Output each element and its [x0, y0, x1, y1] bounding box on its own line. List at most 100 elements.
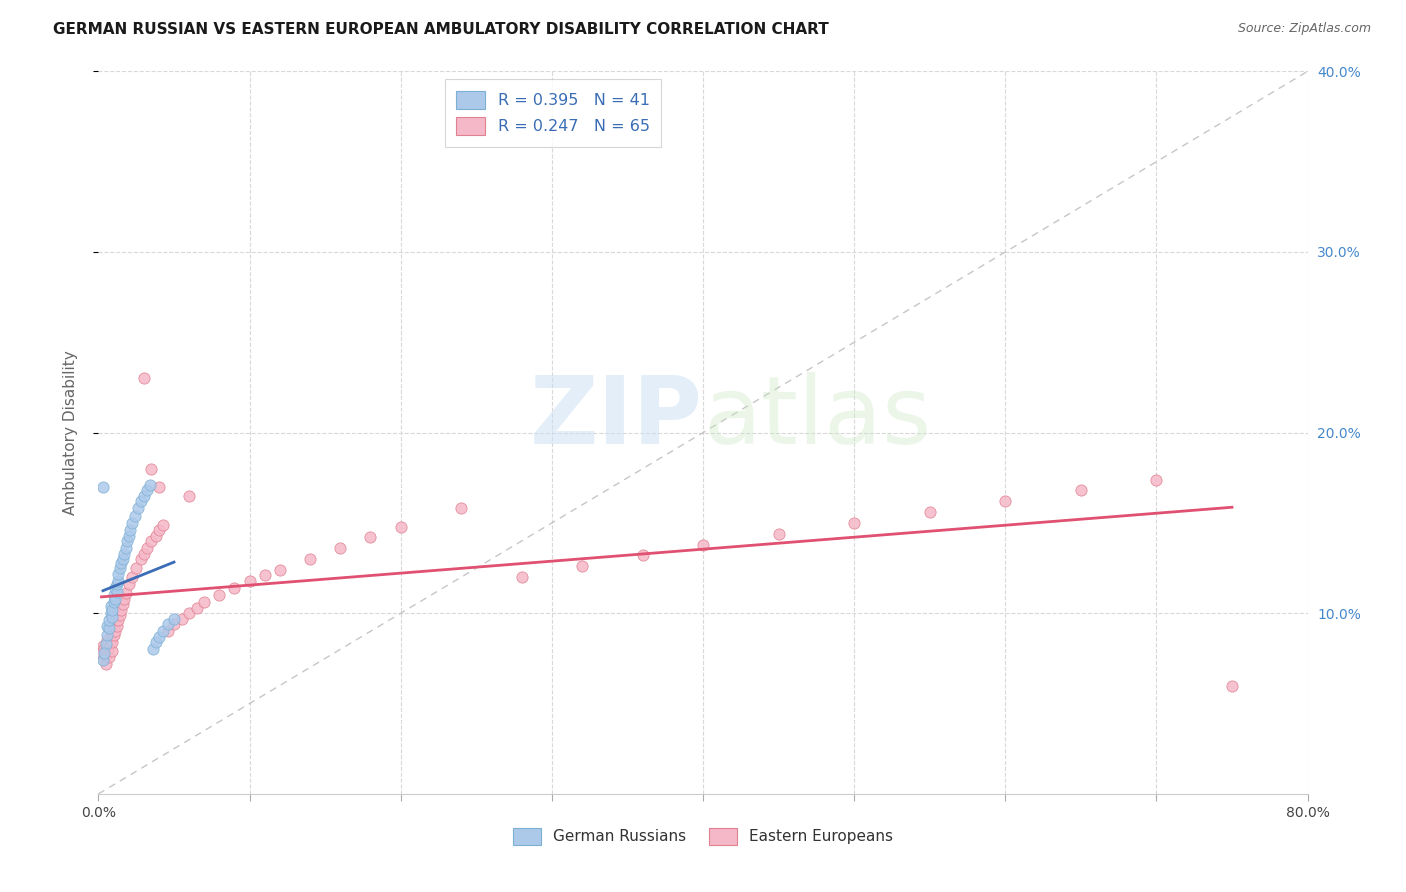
- Text: atlas: atlas: [703, 372, 931, 464]
- Point: [100, 599, 122, 613]
- Point: [125, 561, 148, 575]
- Point: [108, 561, 131, 575]
- Point: [101, 644, 124, 658]
- Point: [844, 516, 866, 530]
- Point: [96, 628, 118, 642]
- Point: [94, 648, 117, 662]
- Point: [163, 612, 186, 626]
- Point: [98, 640, 121, 655]
- Point: [141, 533, 163, 548]
- Point: [132, 371, 155, 385]
- Point: [156, 617, 179, 632]
- Point: [103, 619, 125, 633]
- Point: [132, 547, 155, 561]
- Point: [93, 646, 115, 660]
- Point: [114, 541, 136, 556]
- Point: [103, 595, 125, 609]
- Point: [96, 642, 118, 657]
- Point: [141, 462, 163, 476]
- Point: [110, 602, 132, 616]
- Point: [571, 559, 593, 574]
- Point: [994, 494, 1017, 508]
- Point: [98, 614, 121, 628]
- Point: [1070, 483, 1092, 498]
- Point: [918, 505, 941, 519]
- Point: [389, 519, 412, 533]
- Point: [139, 478, 162, 492]
- Point: [103, 588, 125, 602]
- Point: [101, 635, 124, 649]
- Point: [224, 581, 246, 595]
- Point: [94, 657, 117, 671]
- Point: [145, 528, 167, 542]
- Point: [105, 584, 128, 599]
- Point: [90, 646, 112, 660]
- Point: [129, 552, 152, 566]
- Legend: German Russians, Eastern Europeans: German Russians, Eastern Europeans: [508, 822, 898, 851]
- Point: [148, 630, 170, 644]
- Point: [103, 628, 125, 642]
- Point: [93, 651, 115, 665]
- Point: [100, 624, 122, 639]
- Point: [170, 612, 193, 626]
- Point: [129, 494, 152, 508]
- Point: [360, 530, 382, 544]
- Point: [94, 637, 117, 651]
- Point: [163, 617, 186, 632]
- Point: [768, 526, 790, 541]
- Point: [142, 642, 165, 657]
- Point: [132, 489, 155, 503]
- Point: [105, 577, 128, 591]
- Point: [148, 480, 170, 494]
- Point: [115, 533, 138, 548]
- Point: [179, 607, 201, 621]
- Point: [510, 570, 533, 584]
- Point: [108, 608, 131, 623]
- Point: [1144, 473, 1167, 487]
- Point: [91, 639, 114, 653]
- Point: [98, 621, 121, 635]
- Point: [100, 607, 122, 621]
- Point: [120, 523, 142, 537]
- Text: Source: ZipAtlas.com: Source: ZipAtlas.com: [1237, 22, 1371, 36]
- Point: [186, 600, 208, 615]
- Point: [104, 591, 127, 606]
- Point: [110, 556, 132, 570]
- Point: [98, 649, 121, 664]
- Point: [111, 552, 134, 566]
- Point: [152, 517, 174, 532]
- Point: [112, 591, 135, 606]
- Point: [96, 633, 118, 648]
- Point: [239, 574, 262, 588]
- Point: [145, 635, 167, 649]
- Point: [135, 483, 157, 498]
- Point: [101, 610, 124, 624]
- Point: [208, 588, 231, 602]
- Point: [105, 619, 128, 633]
- Point: [329, 541, 352, 556]
- Point: [193, 595, 215, 609]
- Point: [253, 568, 276, 582]
- Point: [631, 549, 654, 563]
- Point: [91, 480, 114, 494]
- Text: ZIP: ZIP: [530, 372, 703, 464]
- Point: [692, 538, 714, 552]
- Text: GERMAN RUSSIAN VS EASTERN EUROPEAN AMBULATORY DISABILITY CORRELATION CHART: GERMAN RUSSIAN VS EASTERN EUROPEAN AMBUL…: [53, 22, 830, 37]
- Point: [104, 581, 127, 595]
- Point: [135, 541, 157, 556]
- Point: [112, 547, 135, 561]
- Point: [148, 523, 170, 537]
- Point: [111, 597, 134, 611]
- Point: [118, 577, 141, 591]
- Point: [1220, 678, 1243, 692]
- Point: [107, 614, 129, 628]
- Point: [121, 516, 143, 530]
- Point: [156, 624, 179, 639]
- Point: [118, 528, 141, 542]
- Point: [269, 563, 291, 577]
- Point: [93, 642, 115, 657]
- Point: [124, 508, 146, 523]
- Point: [450, 501, 472, 516]
- Point: [121, 570, 143, 584]
- Point: [127, 501, 149, 516]
